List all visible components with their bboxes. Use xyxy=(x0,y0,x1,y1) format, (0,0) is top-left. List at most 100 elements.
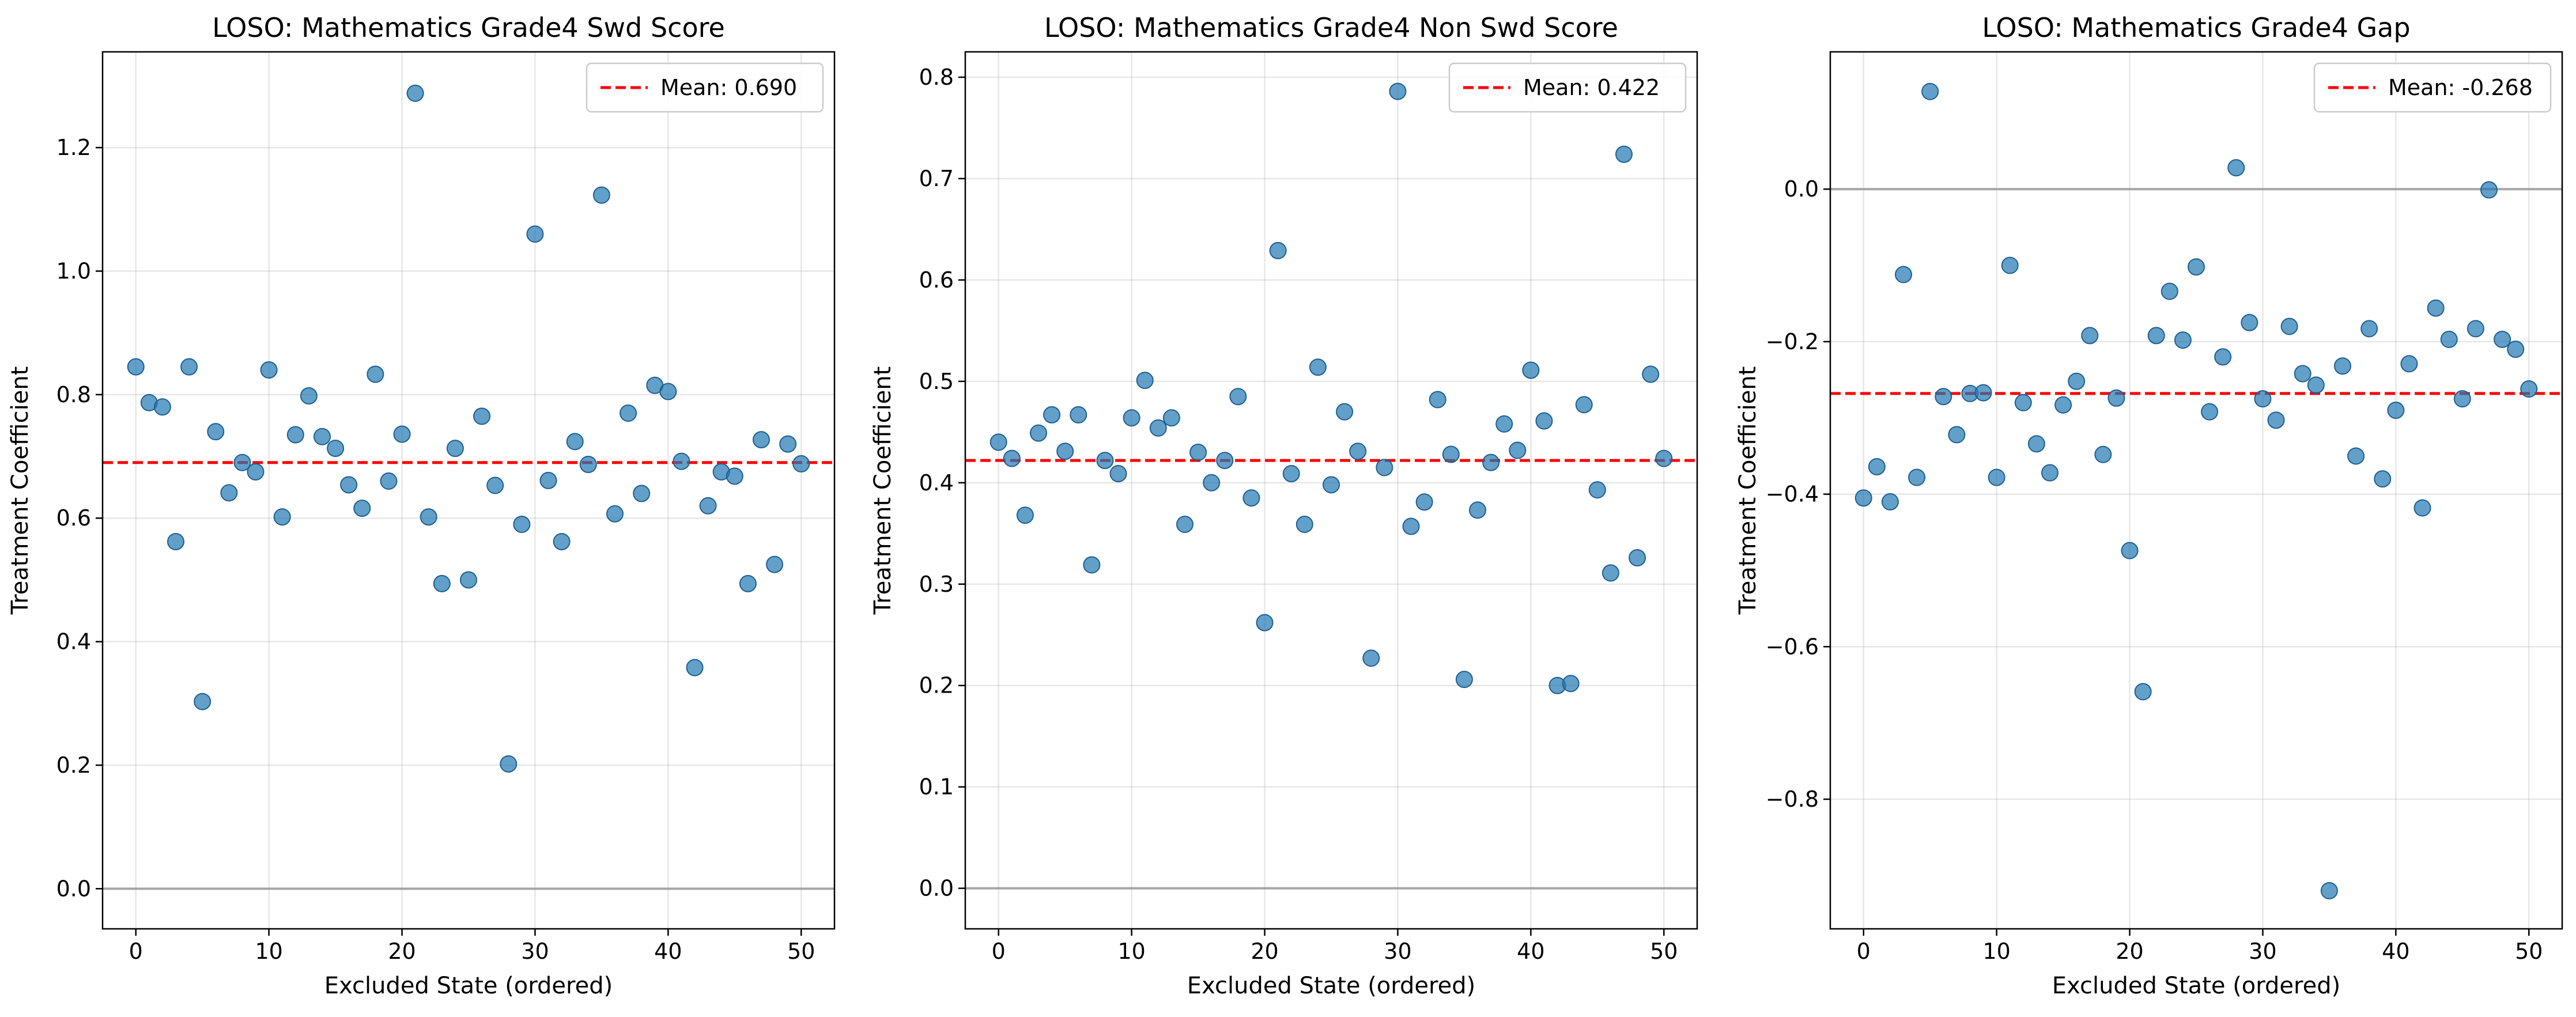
data-point xyxy=(273,508,291,526)
data-point xyxy=(2188,258,2205,276)
data-point xyxy=(2320,882,2338,899)
data-point xyxy=(1323,476,1340,494)
data-point xyxy=(1642,365,1660,383)
y-tick-label: 1.0 xyxy=(56,259,91,284)
x-axis-label: Excluded State (ordered) xyxy=(324,973,613,999)
data-point xyxy=(2360,320,2378,338)
data-point xyxy=(1601,564,1619,582)
x-tick-label: 40 xyxy=(2382,939,2409,964)
data-point xyxy=(300,387,318,405)
plot-layer: 0 10 20 30 40 50 0.0 0.2 0.4 0.6 0.8 1.0 1.2 xyxy=(56,51,836,964)
data-point xyxy=(2201,403,2219,421)
x-tick-label: 40 xyxy=(654,939,682,964)
x-tick-label: 0 xyxy=(992,939,1006,964)
data-point xyxy=(127,358,145,376)
data-point xyxy=(1509,441,1527,459)
plot-layer: 0 10 20 30 40 50 0.0 0.1 0.2 0.3 0.4 0.5 0.6 0.7 0.8 xyxy=(919,51,1698,964)
data-point xyxy=(2041,464,2058,482)
data-point xyxy=(1655,449,1673,467)
data-point xyxy=(1162,409,1180,427)
data-point xyxy=(753,431,770,449)
legend-box xyxy=(1448,62,1687,113)
data-point xyxy=(2374,470,2392,488)
data-point xyxy=(2121,542,2139,559)
x-tick-label: 0 xyxy=(1857,939,1871,964)
y-tick-label: 0.8 xyxy=(56,382,91,407)
data-point xyxy=(1455,671,1473,689)
data-point xyxy=(2147,327,2165,345)
y-tick-label: 0.6 xyxy=(56,505,91,531)
data-point xyxy=(739,574,757,592)
data-point xyxy=(673,452,690,470)
data-point xyxy=(2227,159,2245,177)
data-point xyxy=(2334,357,2351,375)
legend-box xyxy=(586,62,824,113)
data-point xyxy=(726,467,743,485)
data-point xyxy=(486,477,504,494)
data-point xyxy=(2214,348,2232,366)
data-point xyxy=(779,435,797,453)
y-tick-label: 0.2 xyxy=(919,673,954,698)
data-point xyxy=(1269,241,1287,259)
data-point xyxy=(1415,493,1433,511)
data-point xyxy=(539,471,557,489)
data-point xyxy=(1362,649,1380,667)
data-point xyxy=(260,361,278,379)
data-point xyxy=(1921,82,1939,100)
data-point xyxy=(1030,424,1047,442)
data-point xyxy=(989,433,1007,451)
data-point xyxy=(1535,412,1553,430)
panel-swd-score: 0 10 20 30 40 50 0.0 0.2 0.4 0.6 0.8 1.0 1.2 LOSO: M… xyxy=(7,12,836,999)
plot-frame xyxy=(1829,51,2563,930)
data-point xyxy=(1575,396,1593,414)
y-tick-label: −0.6 xyxy=(1766,634,1819,659)
data-point xyxy=(1282,464,1300,482)
data-point xyxy=(1935,388,1952,406)
data-point xyxy=(2507,341,2525,358)
data-point xyxy=(1216,452,1234,470)
panel-gap: 0 10 20 30 40 50 −0.8 −0.6 −0.4 −0.2 0.0 LOSO: Mat… xyxy=(1735,12,2563,999)
data-point xyxy=(2174,331,2192,349)
data-point xyxy=(2267,411,2285,429)
data-point xyxy=(1149,419,1167,437)
y-axis-label: Treatment Coefficient xyxy=(870,366,896,615)
data-point xyxy=(659,383,677,400)
data-point xyxy=(233,453,251,471)
data-point xyxy=(1176,515,1193,533)
y-tick-label: −0.8 xyxy=(1766,787,1819,812)
y-tick-label: 1.2 xyxy=(56,135,91,160)
plot-area xyxy=(103,52,834,929)
data-point xyxy=(2081,327,2099,345)
data-point xyxy=(2307,376,2325,394)
data-point xyxy=(2054,396,2072,414)
data-point xyxy=(1376,459,1393,477)
data-point xyxy=(2027,435,2045,453)
x-tick-label: 10 xyxy=(255,939,282,964)
legend-label: Mean: 0.690 xyxy=(660,75,797,100)
data-point xyxy=(526,225,544,243)
data-point xyxy=(2520,380,2538,398)
data-point xyxy=(1136,372,1154,390)
data-point xyxy=(220,484,238,502)
data-point xyxy=(2347,447,2365,465)
data-point xyxy=(393,425,411,443)
data-point xyxy=(460,571,477,589)
data-point xyxy=(2400,355,2418,373)
data-point xyxy=(686,659,704,676)
data-point xyxy=(473,407,491,425)
data-point xyxy=(500,755,518,773)
x-tick-label: 30 xyxy=(1384,939,1411,964)
data-point xyxy=(1336,403,1354,421)
data-point xyxy=(1442,445,1460,463)
data-point xyxy=(2134,683,2152,701)
x-axis-label: Excluded State (ordered) xyxy=(1187,973,1475,999)
data-point xyxy=(2280,317,2298,335)
y-tick-label: 0.6 xyxy=(919,267,954,293)
data-point xyxy=(367,365,384,383)
plot-frame xyxy=(964,51,1698,930)
x-tick-label: 50 xyxy=(1650,939,1678,964)
x-tick-label: 40 xyxy=(1517,939,1544,964)
y-tick-label: 0.0 xyxy=(1784,176,1819,202)
x-tick-label: 30 xyxy=(2249,939,2276,964)
data-point xyxy=(433,574,451,592)
